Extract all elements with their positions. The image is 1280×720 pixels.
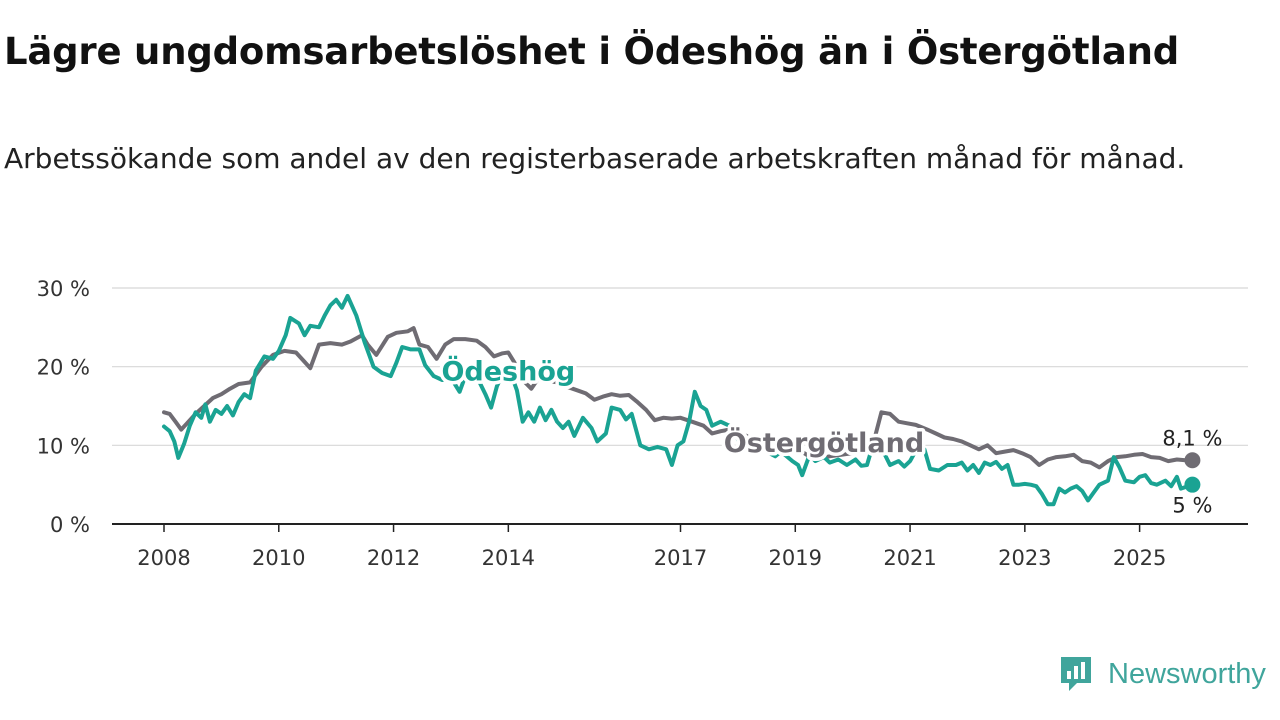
x-tick-label: 2019	[769, 546, 822, 570]
x-tick-label: 2021	[883, 546, 936, 570]
x-tick-label: 2010	[252, 546, 305, 570]
x-tick-label: 2017	[654, 546, 707, 570]
x-tick-label: 2014	[482, 546, 535, 570]
series-end-marker-ostergotland	[1184, 452, 1201, 469]
y-tick-label: 30 %	[37, 277, 90, 301]
y-tick-label: 20 %	[37, 356, 90, 380]
newsworthy-logo-icon	[1061, 657, 1091, 691]
series-line-odeshog	[162, 293, 1195, 507]
series-annotation-ostergotland: Östergötland	[724, 426, 924, 459]
x-tick-label: 2008	[137, 546, 190, 570]
chart-subtitle: Arbetssökande som andel av den registerb…	[4, 142, 1186, 175]
series-end-label-odeshog: 5 %	[1172, 494, 1212, 518]
newsworthy-logo-text: Newsworthy	[1108, 657, 1266, 690]
series-end-label-ostergotland: 8,1 %	[1162, 426, 1222, 450]
y-tick-label: 0 %	[50, 513, 90, 537]
x-tick-label: 2023	[998, 546, 1051, 570]
y-tick-label: 10 %	[37, 434, 90, 458]
x-tick-label: 2025	[1113, 546, 1166, 570]
chart-title: Lägre ungdomsarbetslöshet i Ödeshög än i…	[4, 30, 1180, 73]
series-line-ostergotland	[162, 326, 1195, 470]
series-annotation-odeshog: Ödeshög	[441, 354, 575, 387]
x-tick-label: 2012	[367, 546, 420, 570]
series-end-marker-odeshog	[1184, 476, 1201, 493]
newsworthy-logo[interactable]: Newsworthy	[1058, 654, 1266, 694]
